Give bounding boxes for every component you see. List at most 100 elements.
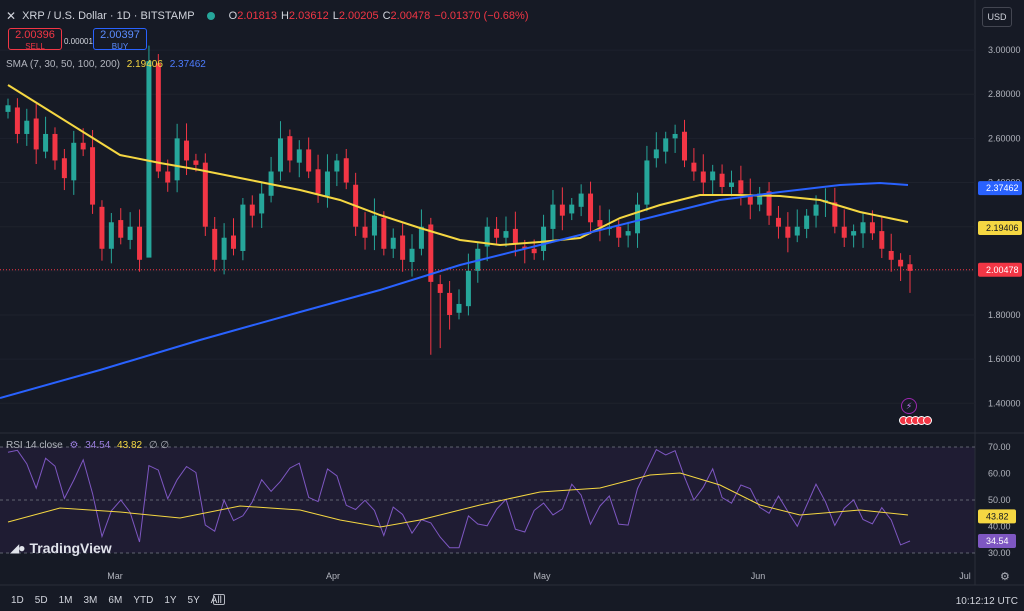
candle-body	[165, 171, 171, 183]
symbol-title[interactable]: XRP / U.S. Dollar · 1D · BITSTAMP	[22, 10, 195, 22]
price-tick-label: 1.80000	[988, 310, 1021, 320]
candle-body	[409, 248, 415, 263]
tradingview-logo: ◢● TradingView	[10, 540, 112, 556]
candle-body	[635, 204, 641, 234]
rsi-extra: ∅ ∅	[148, 440, 170, 451]
candle-body	[616, 226, 622, 238]
buy-button[interactable]: 2.00397 BUY	[93, 28, 147, 51]
price-tick-label: 2.80000	[988, 89, 1021, 99]
candle-body	[231, 235, 236, 249]
timeframe-5d[interactable]: 5D	[34, 594, 48, 606]
sma-label: SMA (7, 30, 50, 100, 200)	[6, 59, 120, 70]
candle-body	[841, 226, 847, 238]
sma-legend[interactable]: SMA (7, 30, 50, 100, 200) 2.19406 2.3746…	[6, 59, 206, 70]
sma-value-2: 2.37462	[169, 59, 206, 70]
rsi-ma-axis-label: 43.82	[986, 511, 1009, 521]
timeframe-1y[interactable]: 1Y	[164, 594, 177, 606]
time-tick-label: Apr	[326, 571, 340, 581]
high-label: H	[280, 10, 289, 22]
sell-label: SELL	[25, 42, 45, 51]
candle-body	[832, 202, 838, 227]
candle-body	[785, 226, 791, 238]
candle-body	[484, 226, 490, 247]
lightning-icon[interactable]: ⚡	[901, 398, 917, 414]
candle-body	[728, 182, 734, 187]
candle-body	[212, 228, 218, 260]
rsi-ma-line	[7, 472, 909, 528]
candle-body	[775, 217, 781, 227]
currency-selector[interactable]: USD	[982, 7, 1012, 27]
timeframe-bar: 1D 5D 1M 3M 6M YTD 1Y 5Y All	[0, 589, 1024, 611]
candle-body	[52, 133, 58, 161]
candle-body	[625, 231, 631, 236]
price-tick-label: 1.60000	[988, 354, 1021, 364]
timeframe-ytd[interactable]: YTD	[133, 594, 154, 606]
candle-body	[447, 292, 453, 315]
rsi-ma-axis-label-bg	[978, 509, 1016, 524]
candle-body	[456, 303, 462, 313]
timeframe-all[interactable]: All	[210, 594, 222, 606]
candle-body	[898, 259, 904, 267]
candle-body	[578, 193, 584, 207]
candle-body	[672, 133, 678, 139]
rsi-tick-label: 40.00	[988, 522, 1011, 532]
candle-body	[794, 226, 800, 236]
utc-clock[interactable]: 10:12:12 UTC	[955, 596, 1018, 607]
candle-body	[738, 180, 744, 194]
events-badge[interactable]	[899, 416, 932, 425]
candle-body	[99, 206, 105, 249]
sell-price: 2.00396	[15, 29, 55, 41]
sell-button[interactable]: 2.00396 SELL	[8, 28, 62, 51]
tradingview-wordmark: TradingView	[29, 540, 112, 556]
settings-icon[interactable]: ⚙	[1000, 571, 1010, 583]
candle-body	[559, 204, 565, 216]
candle-body	[118, 220, 124, 238]
rsi-settings-icon[interactable]: ⚙	[69, 440, 79, 451]
candle-body	[813, 204, 819, 216]
timeframe-1m[interactable]: 1M	[58, 594, 73, 606]
rsi-legend[interactable]: RSI 14 close ⚙ 34.54 43.82 ∅ ∅	[6, 440, 169, 451]
candle-body	[5, 105, 11, 112]
candle-body	[907, 264, 913, 271]
candle-body	[24, 120, 30, 134]
candle-body	[522, 246, 528, 249]
tradingview-mark-icon: ◢●	[10, 541, 26, 555]
candle-body	[653, 149, 659, 159]
rsi-axis-label: 34.54	[986, 536, 1009, 546]
candle-body	[371, 215, 377, 236]
candle-body	[259, 193, 265, 214]
timeframe-6m[interactable]: 6M	[108, 594, 123, 606]
candle-body	[287, 136, 293, 161]
candle-body	[710, 171, 716, 181]
rsi-ma-value: 43.82	[117, 440, 143, 451]
timeframe-3m[interactable]: 3M	[83, 594, 98, 606]
rsi-tick-label: 30.00	[988, 548, 1011, 558]
low-value: 2.00205	[338, 10, 379, 22]
timeframe-5y[interactable]: 5Y	[187, 594, 200, 606]
price-tick-label: 3.00000	[988, 45, 1021, 55]
candle-body	[588, 193, 594, 223]
candle-body	[747, 195, 753, 205]
candle-body	[90, 147, 96, 205]
spread-value: 0.00001	[64, 37, 93, 46]
calendar-icon[interactable]	[213, 594, 225, 605]
rsi-tick-label: 50.00	[988, 495, 1011, 505]
candle-body	[296, 149, 302, 163]
sma-50-axis-label: 2.19406	[986, 223, 1019, 233]
rsi-value: 34.54	[85, 440, 111, 451]
time-tick-label: Jun	[751, 571, 766, 581]
open-label: O	[228, 10, 238, 22]
rsi-axis-label-bg	[978, 533, 1016, 548]
close-icon[interactable]: ✕	[6, 9, 17, 23]
timeframe-1d[interactable]: 1D	[11, 594, 24, 606]
candle-body	[240, 204, 246, 251]
candle-body	[127, 226, 133, 240]
close-label: C	[382, 10, 391, 22]
buy-label: BUY	[111, 42, 129, 51]
sma-200-line	[0, 181, 909, 399]
candle-body	[221, 237, 227, 260]
candle-body	[418, 226, 424, 249]
candle-body	[719, 173, 725, 187]
candle-body	[851, 231, 857, 236]
